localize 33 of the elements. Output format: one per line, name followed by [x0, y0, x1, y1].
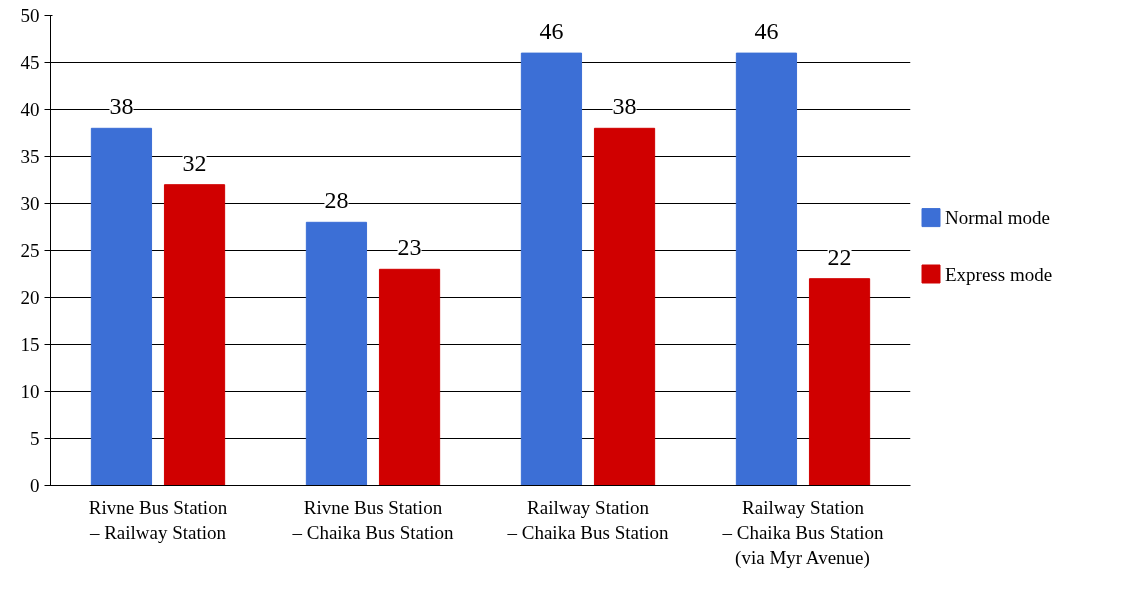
bar	[90, 127, 153, 486]
x-tick-label: Rivne Bus Station – Chaika Bus Station	[291, 496, 454, 543]
y-tick-label: 0	[30, 475, 40, 496]
legend-label: Express mode	[945, 263, 1053, 285]
data-label: 22	[827, 243, 852, 270]
y-tick-label: 40	[20, 99, 40, 120]
data-label: 38	[109, 93, 134, 120]
data-label: 28	[324, 187, 349, 214]
y-tick-label: 45	[20, 52, 40, 73]
x-tick-label: Railway Station – Chaika Bus Station (via Myr Avenue)	[721, 496, 884, 569]
bar	[593, 127, 656, 486]
data-label: 46	[754, 18, 779, 45]
data-label: 38	[612, 93, 637, 120]
data-label: 46	[539, 18, 564, 45]
y-tick-label: 15	[20, 334, 40, 355]
y-tick-label: 35	[20, 146, 40, 167]
y-tick-label: 10	[20, 381, 40, 402]
bar	[808, 278, 871, 486]
x-tick-label: Rivne Bus Station – Railway Station	[88, 496, 228, 543]
x-tick-label: Railway Station – Chaika Bus Station	[506, 496, 669, 543]
y-tick-label: 25	[20, 240, 40, 261]
data-label: 32	[182, 149, 207, 176]
bar	[520, 52, 583, 486]
y-tick-label: 20	[20, 287, 40, 308]
y-tick-label: 30	[20, 193, 40, 214]
y-tick-label: 50	[20, 5, 40, 26]
data-label: 23	[397, 234, 422, 261]
legend-label: Normal mode	[945, 207, 1051, 229]
bar	[735, 52, 798, 486]
y-tick-label: 5	[30, 428, 40, 449]
bar	[163, 184, 226, 486]
bar	[305, 221, 368, 486]
bar	[378, 268, 441, 486]
